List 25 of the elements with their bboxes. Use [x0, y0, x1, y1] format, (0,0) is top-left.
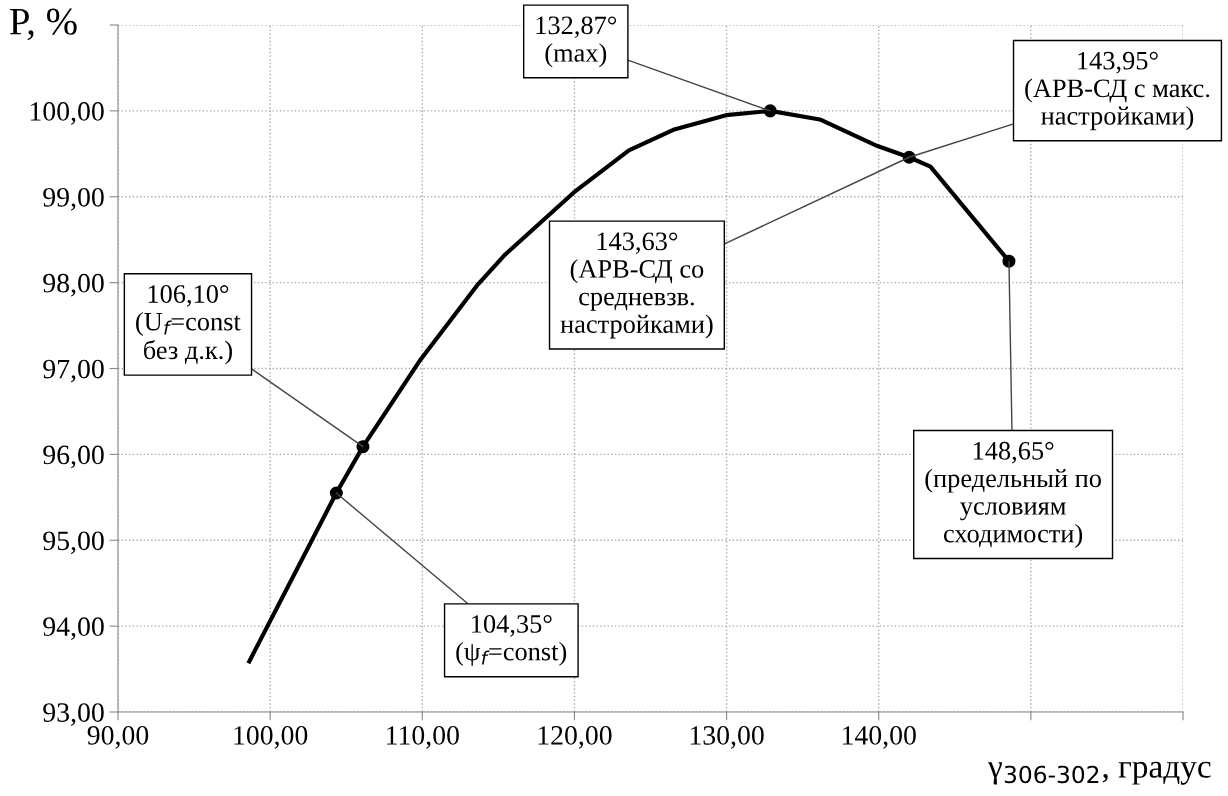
y-tick-label: 95,00: [43, 531, 104, 555]
y-tick-label: 98,00: [43, 273, 104, 297]
x-tick-label: 130,00: [690, 726, 764, 749]
y-tick-label: 94,00: [43, 617, 104, 641]
y-tick-label: 96,00: [43, 445, 104, 469]
x-tick-label: 100,00: [234, 726, 308, 749]
x-tick-label: 120,00: [538, 726, 612, 749]
y-axis-title: P, %: [10, 8, 77, 41]
y-tick-label: 99,00: [43, 187, 104, 211]
y-tick-label: 97,00: [43, 359, 104, 383]
annotation: 104,35° (ψ$_{f}$=const): [456, 615, 567, 666]
y-tick-label: 93,00: [43, 703, 104, 726]
y-tick-label: 100,00: [30, 102, 104, 125]
x-axis-title: γ$_{306-302}$, градус: [987, 761, 1211, 785]
x-tick-label: 140,00: [842, 726, 916, 749]
x-tick-label: 110,00: [387, 726, 459, 749]
point: [356, 440, 370, 454]
annotation: 132,87° (max): [536, 16, 617, 68]
point: [329, 486, 343, 500]
annotation: 143,63° (АРВ-СД со средневзв. настройками): [560, 232, 713, 339]
annotation: 106,10° (U$_{f}$=const без д.к.): [136, 285, 241, 365]
point: [763, 104, 777, 118]
x-tick-label: 90,00: [87, 726, 149, 749]
annotation: 148,65° (предельный по условиям сходимости): [925, 441, 1101, 548]
annotation: 143,95° (АРВ-СД с макс. настройками): [1025, 51, 1210, 131]
